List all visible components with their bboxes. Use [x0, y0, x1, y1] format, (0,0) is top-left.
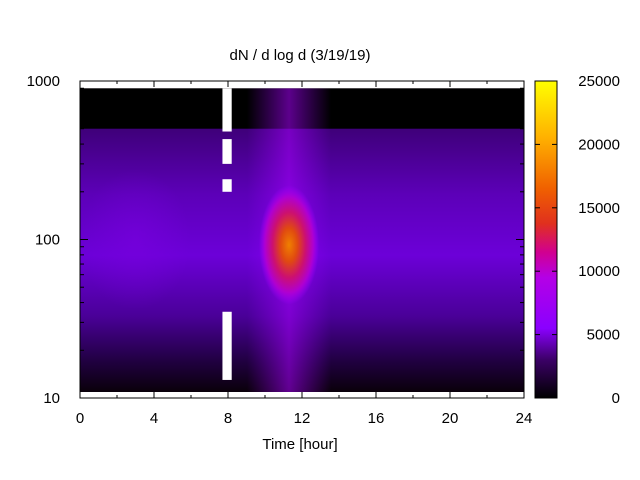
- morning-haze: [80, 169, 191, 310]
- x-axis: 0 4 8 12 16 20 24: [76, 81, 533, 427]
- white-gaps: [222, 88, 232, 380]
- y-tick-label: 1000: [27, 73, 60, 90]
- x-tick-label: 0: [76, 410, 84, 427]
- x-tick-label: 20: [442, 410, 459, 427]
- x-tick-label: 16: [368, 410, 385, 427]
- x-tick-label: 24: [516, 410, 533, 427]
- colorbar-tick-label: 5000: [587, 327, 620, 344]
- y-tick-label: 100: [35, 232, 60, 249]
- colorbar-tick-label: 0: [612, 390, 620, 407]
- x-tick-label: 8: [224, 410, 232, 427]
- colorbar-tick-label: 25000: [578, 73, 620, 90]
- white-gap-3: [222, 139, 232, 164]
- peak-region: [259, 185, 320, 305]
- y-tick-label: 10: [43, 390, 60, 407]
- white-gap-2: [222, 179, 232, 192]
- x-tick-label: 12: [294, 410, 311, 427]
- chart-title: dN / d log d (3/19/19): [230, 47, 371, 64]
- y-axis: 10 100 1000: [27, 73, 524, 407]
- white-gap-4: [222, 88, 232, 132]
- white-gap-1: [222, 311, 232, 380]
- colorbar: [534, 80, 558, 399]
- x-axis-label: Time [hour]: [262, 436, 337, 453]
- heatmap-plot-area: [80, 88, 524, 392]
- colorbar-axis: 0 5000 10000 15000 20000 25000: [535, 73, 620, 407]
- colorbar-tick-label: 10000: [578, 263, 620, 280]
- colorbar-tick-label: 15000: [578, 200, 620, 217]
- x-tick-label: 4: [150, 410, 158, 427]
- colorbar-tick-label: 20000: [578, 136, 620, 153]
